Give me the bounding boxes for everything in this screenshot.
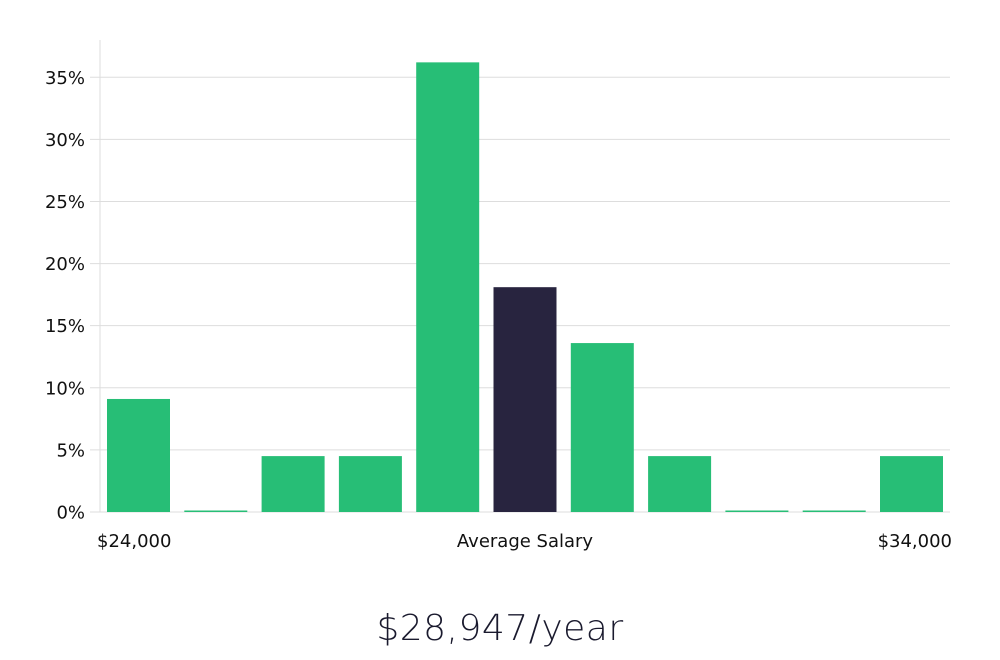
- salary-histogram: 0% 5% 10% 15% 20% 25% 30% 35% $24,000 Average S…: [45, 40, 952, 552]
- bar-highlight-average: [493, 287, 557, 512]
- bar: [570, 343, 634, 512]
- bar: [338, 456, 402, 512]
- bar: [261, 456, 325, 512]
- y-tick-label: 30%: [45, 130, 85, 151]
- x-axis-start-label: $24,000: [97, 531, 171, 552]
- x-axis-title: Average Salary: [457, 531, 594, 552]
- y-tick-label: 15%: [45, 316, 85, 337]
- bars: [107, 62, 943, 512]
- y-tick-label: 10%: [45, 378, 85, 399]
- y-tick-label: 0%: [56, 503, 85, 524]
- bar: [725, 510, 789, 512]
- bar: [416, 62, 480, 512]
- y-tick-label: 35%: [45, 68, 85, 89]
- bar: [648, 456, 712, 512]
- y-tick-label: 25%: [45, 192, 85, 213]
- bar: [880, 456, 943, 512]
- y-axis-ticks: 0% 5% 10% 15% 20% 25% 30% 35%: [45, 68, 85, 524]
- average-salary-headline: $28,947/year: [376, 608, 624, 649]
- bar: [107, 398, 170, 512]
- bar: [802, 510, 866, 512]
- y-tick-label: 20%: [45, 254, 85, 275]
- x-axis-end-label: $34,000: [878, 531, 952, 552]
- y-tick-label: 5%: [56, 440, 85, 461]
- bar: [184, 510, 248, 512]
